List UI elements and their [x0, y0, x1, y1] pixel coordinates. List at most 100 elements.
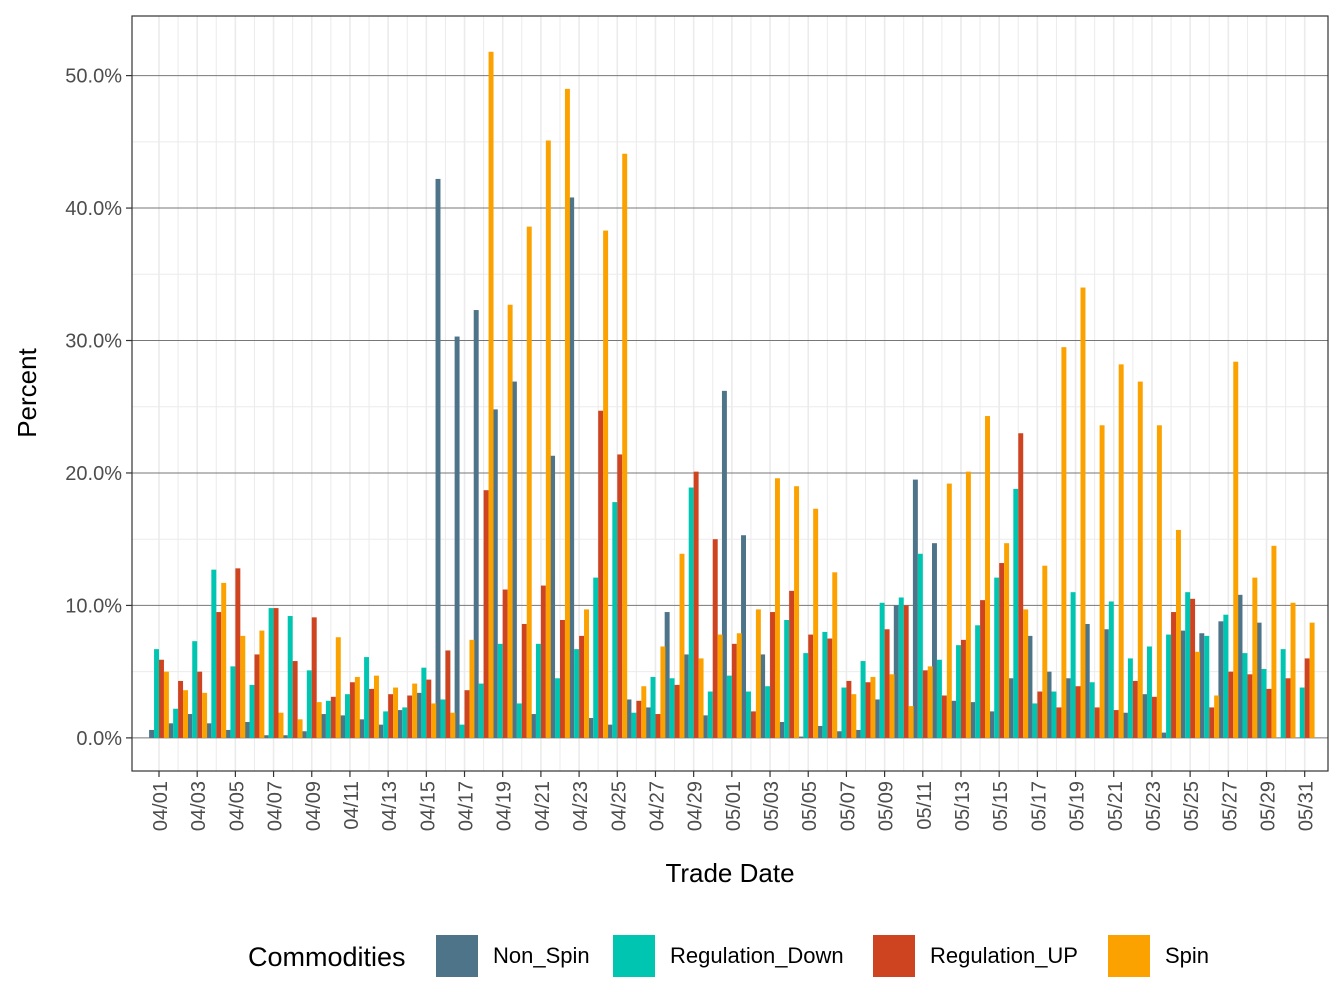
bar: [1252, 577, 1258, 738]
bar: [908, 706, 914, 738]
bar: [1080, 287, 1086, 738]
x-tick-label: 04/27: [647, 781, 669, 831]
bar: [1084, 623, 1090, 738]
legend-key: [613, 935, 655, 977]
bar: [511, 381, 517, 738]
bar: [320, 714, 326, 738]
bar: [421, 667, 427, 738]
bar: [516, 703, 522, 738]
bar: [798, 736, 804, 738]
x-tick-label: 04/13: [379, 781, 401, 831]
x-tick-label: 04/23: [570, 781, 592, 831]
bar: [168, 723, 174, 738]
x-tick-label: 04/09: [303, 781, 325, 831]
bar: [244, 721, 250, 738]
bar: [1146, 646, 1152, 738]
bar: [445, 650, 451, 738]
bar: [1122, 712, 1128, 738]
bar: [502, 589, 508, 738]
bar: [349, 682, 355, 738]
bar: [598, 410, 604, 738]
bar: [531, 714, 536, 738]
bar: [1309, 622, 1315, 738]
bar: [765, 686, 771, 738]
bar: [325, 700, 331, 738]
bar: [1042, 565, 1048, 738]
bar: [450, 712, 456, 738]
bar: [1237, 594, 1243, 738]
bar: [999, 563, 1005, 738]
x-tick-label: 05/27: [1219, 781, 1241, 831]
bar: [311, 617, 317, 738]
bar: [985, 416, 990, 738]
series-regulation-down: [154, 487, 1305, 738]
bar: [784, 620, 790, 738]
bar: [1070, 592, 1076, 738]
x-tick-label: 04/15: [417, 781, 439, 831]
bar: [254, 654, 260, 738]
x-tick-label: 04/25: [608, 781, 630, 831]
bar: [416, 692, 422, 738]
bar: [521, 623, 527, 738]
bar: [903, 605, 909, 738]
y-tick-label: 20.0%: [65, 463, 122, 485]
legend-item-regulation-up: Regulation_UP: [873, 935, 1078, 977]
bar: [354, 676, 360, 738]
bar: [1094, 707, 1100, 738]
bar: [564, 88, 570, 738]
y-tick-label: 10.0%: [65, 595, 122, 617]
bar: [898, 597, 904, 738]
bar: [440, 699, 446, 738]
bar: [655, 714, 661, 738]
bar: [617, 454, 623, 738]
bar: [345, 694, 350, 738]
bar: [183, 690, 188, 738]
bar: [746, 691, 751, 738]
bar: [550, 455, 556, 738]
bar: [1103, 629, 1109, 738]
bar: [492, 409, 498, 738]
bar: [1156, 425, 1162, 738]
bar: [626, 699, 632, 738]
bar: [330, 696, 336, 738]
bar: [540, 585, 546, 738]
bar: [1004, 543, 1010, 738]
x-tick-label: 05/29: [1258, 781, 1280, 831]
bar: [960, 639, 966, 738]
bar: [1013, 488, 1019, 738]
bar: [669, 678, 675, 738]
bar: [1113, 710, 1119, 738]
bar: [454, 336, 460, 738]
bar: [1018, 433, 1024, 738]
bar: [1175, 529, 1181, 738]
bar: [879, 602, 885, 738]
bar: [393, 687, 399, 738]
legend-item-regulation-down: Regulation_Down: [613, 935, 844, 977]
bar: [1299, 687, 1305, 738]
bar: [674, 684, 680, 738]
x-tick-label: 05/11: [914, 781, 936, 830]
bar: [922, 670, 928, 738]
bar: [980, 600, 986, 738]
x-tick-label: 05/15: [990, 781, 1012, 831]
bar: [884, 629, 890, 738]
bar: [1261, 669, 1267, 738]
bar: [717, 634, 723, 738]
bar: [631, 712, 637, 738]
bar: [1180, 630, 1186, 738]
x-tick-label: 05/01: [723, 781, 745, 831]
bar: [316, 702, 322, 738]
bar: [1108, 601, 1114, 738]
x-tick-label: 04/29: [685, 781, 707, 831]
bar: [679, 553, 685, 738]
bar: [1266, 688, 1272, 738]
x-tick-label: 04/11: [341, 781, 363, 830]
bar: [249, 684, 255, 738]
bar: [197, 671, 203, 738]
bar: [851, 694, 857, 738]
bar: [726, 675, 732, 738]
bar: [560, 620, 565, 738]
bar: [893, 605, 899, 738]
bar: [1151, 696, 1157, 738]
